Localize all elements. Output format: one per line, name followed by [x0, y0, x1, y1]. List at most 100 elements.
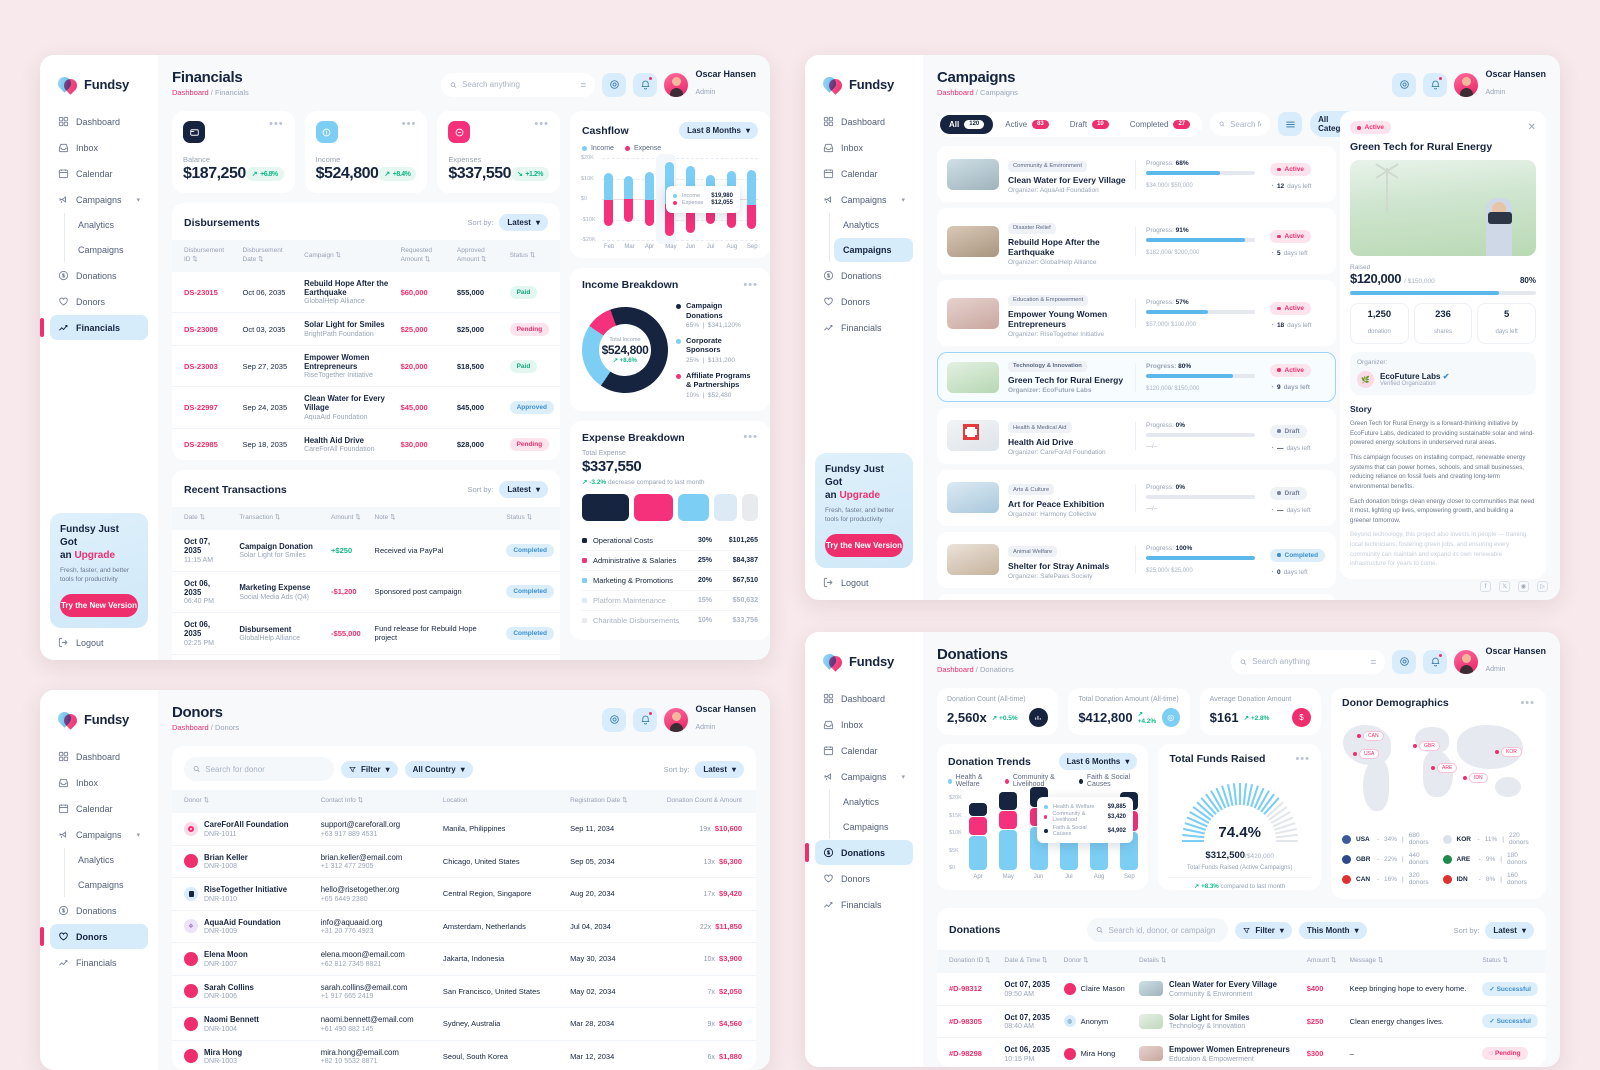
card-menu-button[interactable]: ••• [743, 431, 758, 444]
col-header[interactable]: Transaction ⇅ [233, 507, 326, 531]
donation-id[interactable]: #D-98312 [937, 973, 999, 1006]
sidebar-item-calendar[interactable]: Calendar [50, 161, 148, 186]
sidebar-item-financials[interactable]: Financials [50, 950, 148, 975]
logout-button[interactable]: Logout [815, 568, 913, 590]
table-row[interactable]: DS-22997 Sep 24, 2035 Clean Water for Ever… [172, 386, 560, 429]
donation-id[interactable]: #D-98305 [937, 1005, 999, 1039]
avatar[interactable] [664, 72, 689, 97]
col-header[interactable]: Location [436, 790, 565, 814]
filter-sliders-icon[interactable] [580, 81, 587, 89]
sidebar-subitem-campaigns[interactable]: Campaigns [78, 245, 124, 255]
sort-select[interactable]: Latest ▾ [499, 214, 548, 232]
col-header[interactable]: Disbursement ID ⇅ [172, 240, 237, 272]
campaign-row[interactable]: Others (Sports & Local Causes)Youth Spor… [937, 593, 1336, 600]
sidebar-item-donors[interactable]: Donors [815, 289, 913, 314]
facebook-icon[interactable]: f [1480, 581, 1491, 592]
sidebar-item-donations[interactable]: Donations [50, 898, 148, 923]
instagram-icon[interactable]: ◉ [1518, 581, 1529, 592]
sidebar-item-financials[interactable]: Financials [815, 892, 913, 917]
sidebar-item-donors[interactable]: Donors [40, 924, 148, 949]
table-row[interactable]: RiseTogether Initiative DNR-1010 hello@ris… [172, 877, 756, 911]
settings-button[interactable] [602, 707, 627, 732]
sidebar-item-donations[interactable]: Donations [815, 263, 913, 288]
sidebar-item-inbox[interactable]: Inbox [815, 135, 913, 160]
tab-draft[interactable]: Draft 10 [1061, 115, 1118, 134]
table-row[interactable]: Mira Hong DNR-1003 mira.hong@email.com +82 … [172, 1040, 756, 1070]
sidebar-subitem-campaigns[interactable]: Campaigns [834, 238, 913, 262]
col-header[interactable]: Contact Info ⇅ [314, 790, 437, 814]
table-row[interactable]: Oct 07, 2035 11:15 AM Campaign Donation Sol… [172, 530, 560, 572]
sidebar-item-calendar[interactable]: Calendar [815, 161, 913, 186]
bar-group[interactable] [665, 158, 675, 240]
campaign-row[interactable]: Technology & Innovation Green Tech for Ru… [937, 352, 1336, 402]
col-header[interactable]: Status ⇅ [500, 507, 560, 531]
x-twitter-icon[interactable]: 𝕏 [1499, 581, 1510, 592]
campaign-row[interactable]: Health & Medical Aid Health Aid Drive Orga… [937, 407, 1336, 464]
sidebar-item-dashboard[interactable]: Dashboard [50, 744, 148, 769]
settings-button[interactable] [602, 72, 627, 97]
sort-select[interactable]: Latest ▾ [499, 481, 548, 499]
sidebar-subitem-analytics[interactable]: Analytics [843, 797, 880, 807]
tab-active[interactable]: Active 83 [996, 115, 1057, 134]
sidebar-subitem-campaigns[interactable]: Campaigns [843, 822, 889, 832]
donations-search-input[interactable] [1108, 925, 1220, 935]
sidebar-item-donors[interactable]: Donors [50, 289, 148, 314]
sort-select[interactable]: Latest ▾ [1485, 921, 1534, 939]
campaign-search-input[interactable] [1230, 119, 1262, 129]
sidebar-item-donations[interactable]: Donations [50, 263, 148, 288]
col-header[interactable]: Details ⇅ [1133, 950, 1301, 974]
card-menu-button[interactable]: ••• [1295, 752, 1310, 765]
sidebar-subitem-analytics[interactable]: Analytics [843, 220, 880, 230]
sidebar-subitem-campaigns[interactable]: Campaigns [78, 880, 124, 890]
disbursement-id[interactable]: DS-22985 [184, 440, 218, 450]
settings-button[interactable] [1392, 72, 1417, 97]
table-row[interactable]: Oct 06, 2035 06:40 PM Marketing Expense Soc… [172, 571, 560, 614]
tab-all[interactable]: All 120 [940, 114, 994, 134]
avatar[interactable] [1454, 72, 1479, 97]
try-new-version-button[interactable]: Try the New Version [60, 594, 138, 617]
sidebar-item-campaigns[interactable]: Campaigns ▾ [815, 764, 913, 789]
table-row[interactable]: CareForAll Foundation DNR-1011 support@car… [172, 813, 756, 846]
donations-search-box[interactable] [1087, 918, 1229, 943]
table-row[interactable]: ❖ AquaAid Foundation DNR-1009 info@aquaaid.… [172, 910, 756, 944]
sidebar-item-campaigns[interactable]: Campaigns ▾ [50, 187, 148, 212]
campaign-row[interactable]: Community & Environment Clean Water for E… [937, 146, 1336, 203]
sort-select[interactable]: Latest ▾ [695, 760, 744, 778]
col-header[interactable]: Donation Count & Amount [645, 790, 756, 814]
filter-button[interactable]: Filter ▾ [341, 760, 398, 778]
sidebar-item-campaigns[interactable]: Campaigns ▾ [815, 187, 913, 212]
avatar[interactable] [1454, 649, 1479, 674]
sidebar-subitem-analytics[interactable]: Analytics [78, 855, 115, 865]
logout-button[interactable]: Logout [50, 628, 148, 650]
sidebar-subitem-analytics[interactable]: Analytics [78, 220, 115, 230]
close-icon[interactable]: ✕ [1527, 122, 1536, 134]
table-row[interactable]: Elena Moon DNR-1007 elena.moon@email.com +6… [172, 942, 756, 976]
table-row[interactable]: Brian Keller DNR-1008 brian.keller@email.c… [172, 845, 756, 879]
trends-range-select[interactable]: Last 6 Months ▾ [1058, 753, 1138, 771]
table-row[interactable]: DS-23015 Oct 06, 2035 Rebuild Hope After t… [172, 271, 560, 314]
search-input[interactable] [1252, 657, 1365, 667]
map-pin-can[interactable]: CAN [1357, 731, 1384, 742]
col-header[interactable]: Amount ⇅ [1300, 950, 1344, 974]
notifications-button[interactable] [1423, 72, 1448, 97]
col-header[interactable]: Status ⇅ [503, 240, 560, 272]
app-logo[interactable]: Fundsy [55, 709, 148, 730]
table-row[interactable]: Oct 06, 2035 02:25 PM Disbursement GlobalHe… [172, 612, 560, 655]
sidebar-item-inbox[interactable]: Inbox [50, 770, 148, 795]
app-logo[interactable]: Fundsy [55, 74, 148, 95]
campaign-row[interactable]: Arts & Culture Art for Peace Exhibition Or… [937, 469, 1336, 526]
tab-completed[interactable]: Completed 27 [1121, 115, 1199, 134]
map-pin-are[interactable]: ARE [1431, 763, 1458, 774]
sidebar-item-calendar[interactable]: Calendar [50, 796, 148, 821]
map-pin-gbr[interactable]: GBR [1413, 741, 1440, 752]
table-row[interactable]: DS-23009 Oct 03, 2035 Solar Light for Smil… [172, 312, 560, 346]
notifications-button[interactable] [1423, 649, 1448, 674]
sidebar-item-calendar[interactable]: Calendar [815, 738, 913, 763]
app-logo[interactable]: Fundsy [820, 651, 913, 672]
cashflow-range-select[interactable]: Last 8 Months ▾ [679, 122, 758, 140]
card-menu-button[interactable]: ••• [269, 118, 284, 131]
sidebar-item-dashboard[interactable]: Dashboard [50, 109, 148, 134]
table-row[interactable]: DS-23003 Sep 27, 2035 Empower Women Entrep… [172, 345, 560, 388]
filter-button[interactable]: Filter ▾ [1235, 921, 1292, 939]
card-menu-button[interactable]: ••• [401, 118, 417, 131]
